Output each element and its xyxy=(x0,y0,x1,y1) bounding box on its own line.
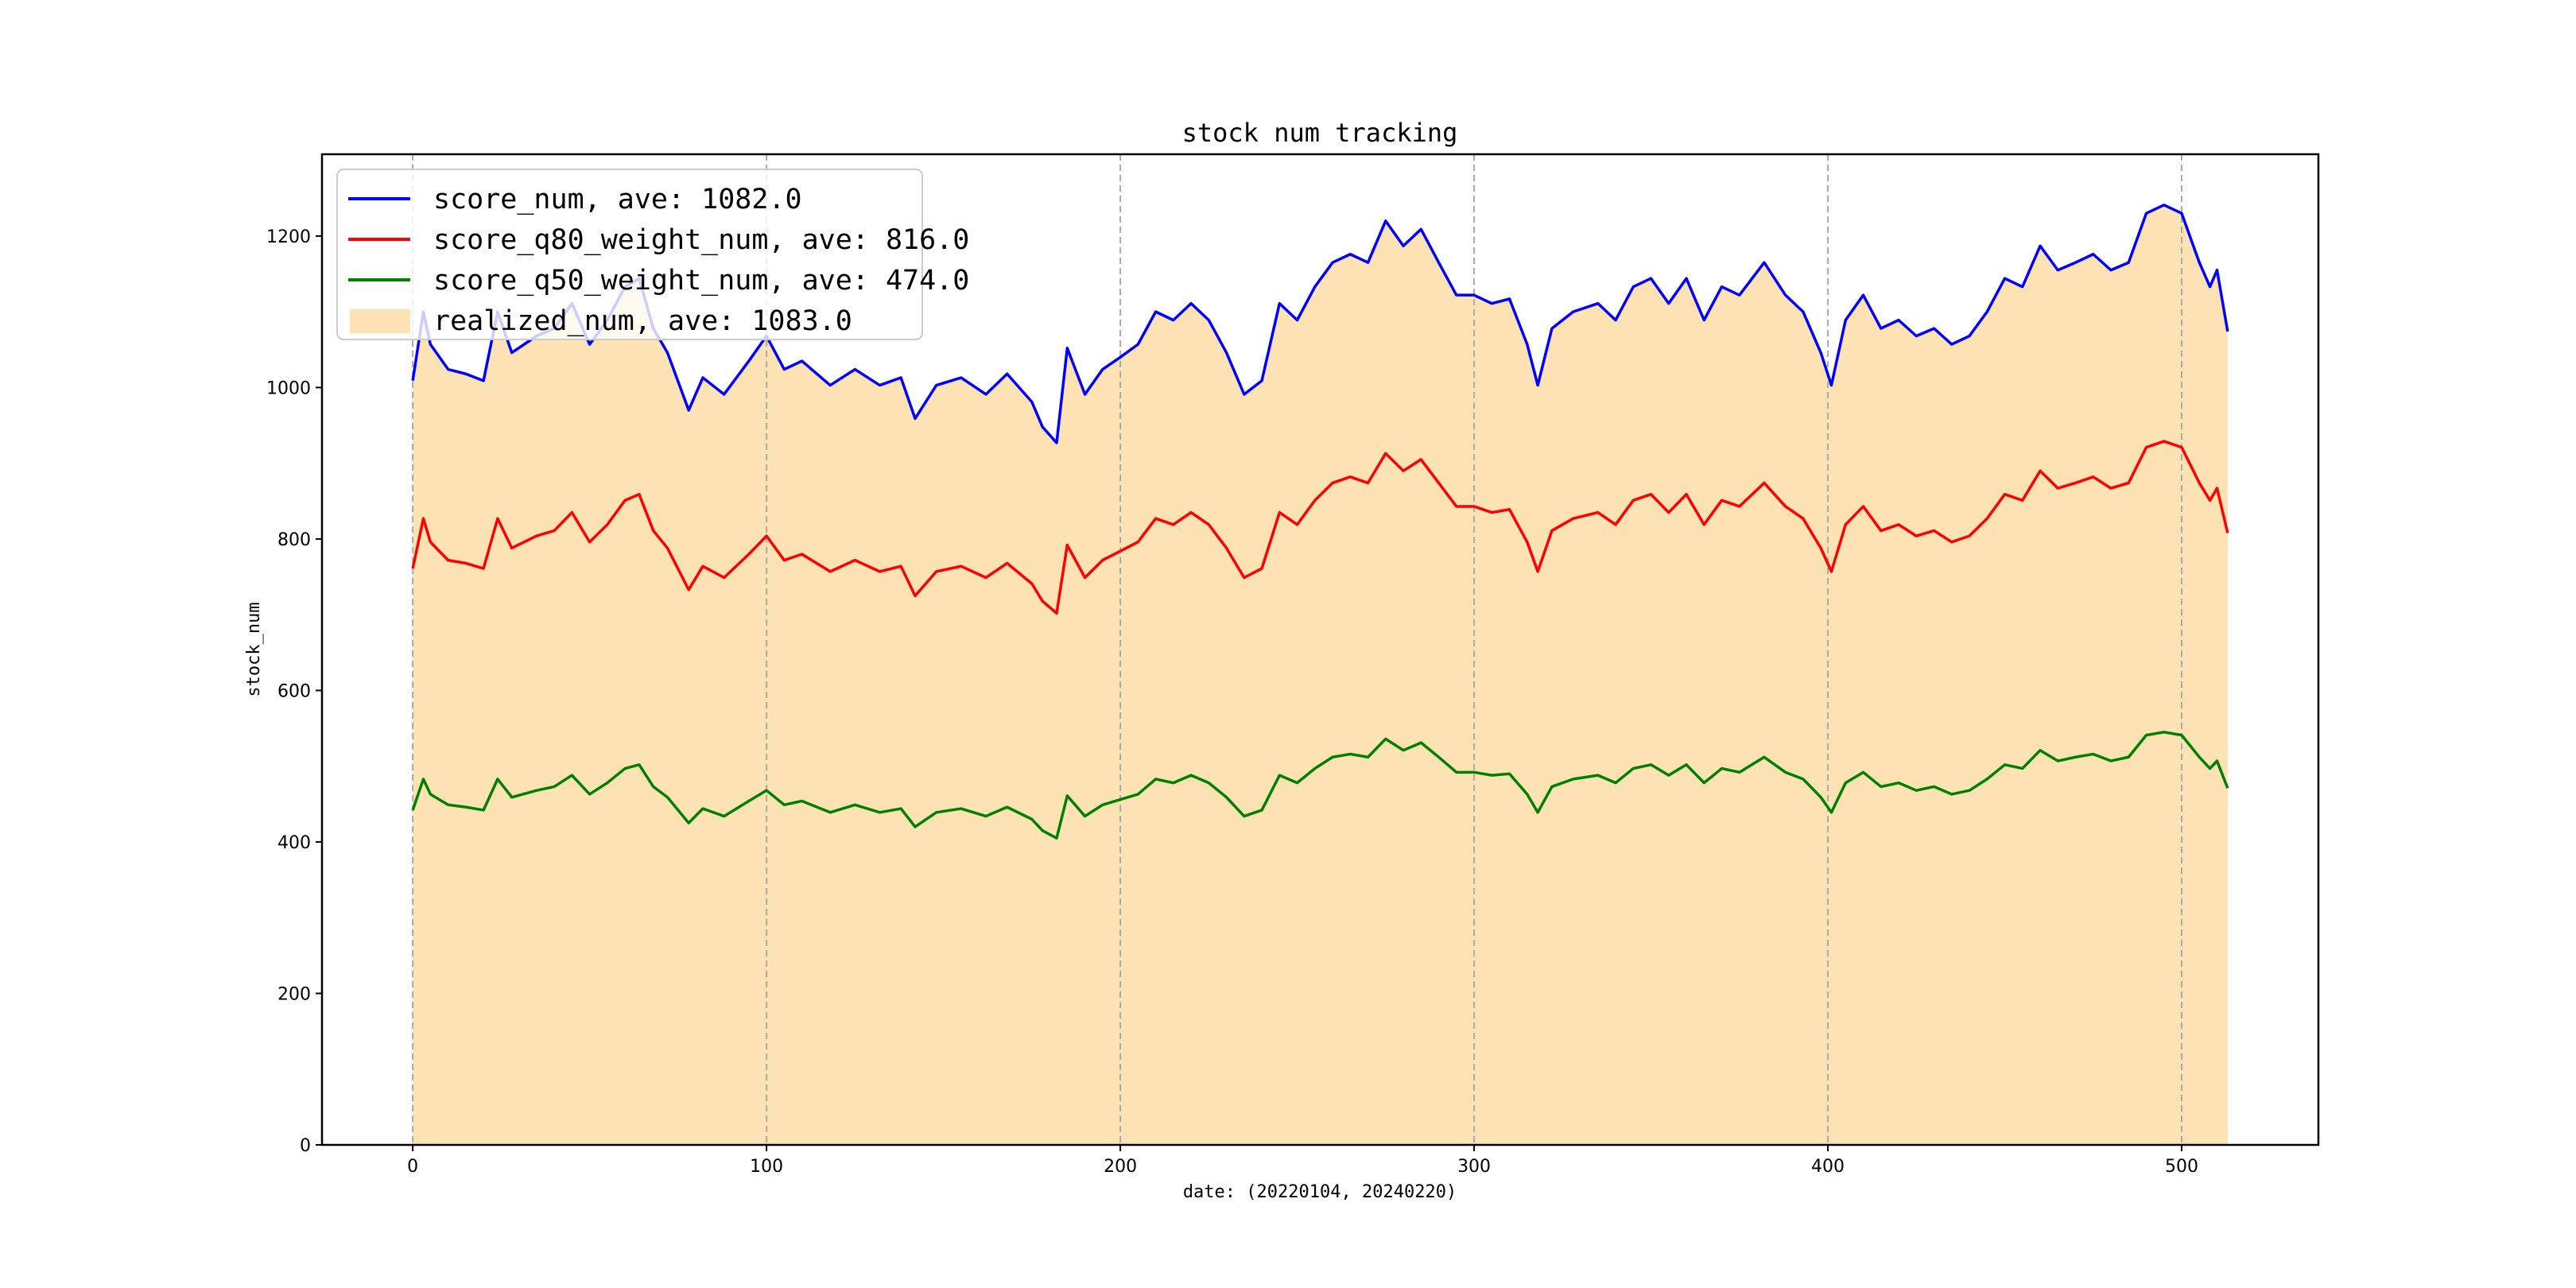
legend-label: score_num, ave: 1082.0 xyxy=(433,184,802,215)
series-line-1 xyxy=(411,440,2229,615)
legend: score_num, ave: 1082.0 score_q80_weight_n… xyxy=(336,169,969,340)
x-tick-label: 300 xyxy=(1457,1157,1491,1177)
series-line-2 xyxy=(411,731,2229,840)
y-tick-label: 1200 xyxy=(266,227,311,247)
x-tick-label: 0 xyxy=(407,1157,418,1177)
legend-label: realized_num, ave: 1083.0 xyxy=(433,305,852,337)
y-tick-label: 0 xyxy=(300,1136,311,1156)
y-tick-label: 600 xyxy=(277,681,311,701)
chart-title: stock num tracking xyxy=(1182,118,1458,148)
legend-box xyxy=(336,169,923,340)
plot-area: 0 100 200 300 400 500 0 200 400 600 800 1000 1200 xyxy=(266,153,2320,1177)
legend-swatch-area xyxy=(350,309,410,333)
x-tick-label: 200 xyxy=(1104,1157,1137,1177)
series-line-0 xyxy=(411,204,2229,444)
y-axis-label: stock_num xyxy=(244,602,264,696)
y-tick-label: 800 xyxy=(277,530,311,550)
area-realized-num xyxy=(413,204,2228,1145)
y-tick-label: 400 xyxy=(277,833,311,853)
y-tick-label: 1000 xyxy=(266,378,311,398)
x-tick-label: 100 xyxy=(750,1157,783,1177)
axes-frame xyxy=(320,153,2320,1146)
legend-label: score_q80_weight_num, ave: 816.0 xyxy=(433,224,969,256)
x-tick-label: 400 xyxy=(1811,1157,1845,1177)
x-axis-label: date: (20220104, 20240220) xyxy=(1183,1182,1457,1202)
legend-label: score_q50_weight_num, ave: 474.0 xyxy=(433,265,969,297)
x-tick-label: 500 xyxy=(2165,1157,2198,1177)
y-tick-label: 200 xyxy=(277,984,311,1004)
